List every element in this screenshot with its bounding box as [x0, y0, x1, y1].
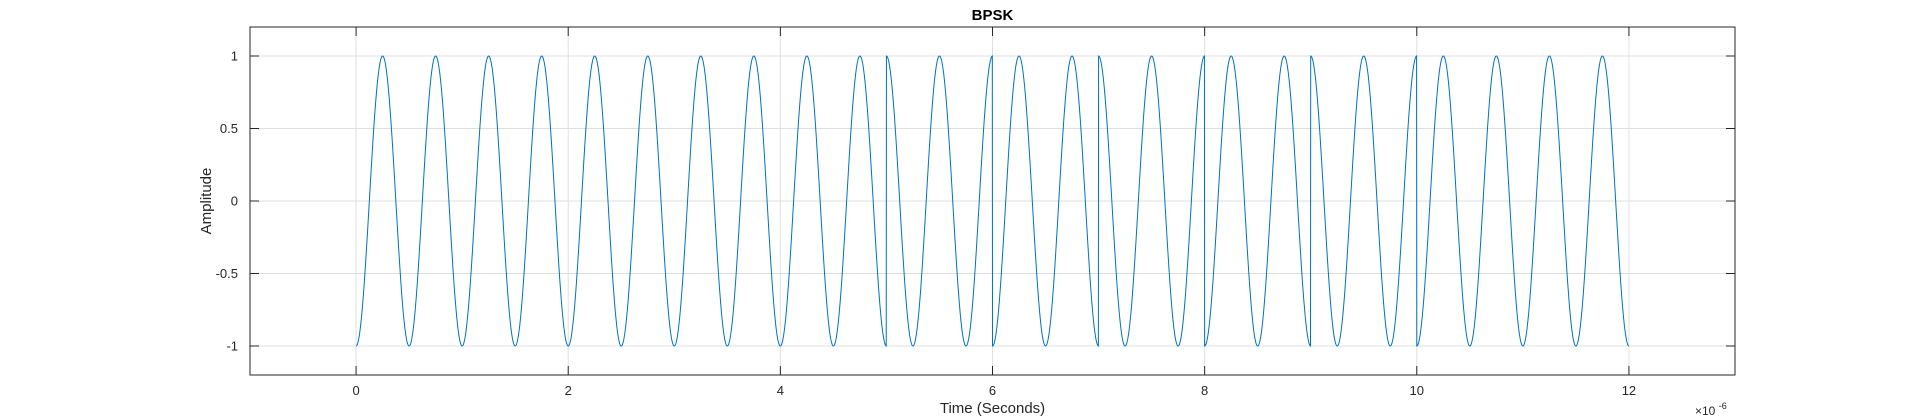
axes: 0 2 4 6 8 10 12 -1 -0.5 0 0.5 1: [216, 26, 1736, 398]
x-tick-label-5: 10: [1410, 383, 1424, 398]
x-axis-exponent-power: -6: [1719, 401, 1727, 411]
y-tick-label-1: -0.5: [216, 266, 238, 281]
y-tick-label-0: -1: [226, 339, 238, 354]
labels: BPSK Time (Seconds) Amplitude ×10 -6: [198, 7, 1727, 418]
x-tick-label-1: 2: [565, 383, 572, 398]
x-tick-label-0: 0: [352, 383, 359, 398]
chart-title: BPSK: [972, 7, 1014, 24]
y-tick-label-3: 0.5: [220, 121, 238, 136]
x-tick-label-4: 8: [1201, 383, 1208, 398]
y-tick-label-2: 0: [231, 194, 238, 209]
x-axis-exponent: ×10 -6: [1695, 401, 1727, 418]
series: [355, 55, 1630, 347]
x-tick-label-6: 12: [1622, 383, 1636, 398]
y-tick-label-4: 1: [231, 49, 238, 64]
x-axis-label: Time (Seconds): [940, 400, 1045, 417]
bpsk-signal-line: [355, 55, 1630, 347]
y-axis-label: Amplitude: [198, 168, 215, 235]
x-axis-exponent-base: ×10: [1695, 404, 1716, 418]
x-tick-label-3: 6: [989, 383, 996, 398]
x-tick-label-2: 4: [777, 383, 784, 398]
